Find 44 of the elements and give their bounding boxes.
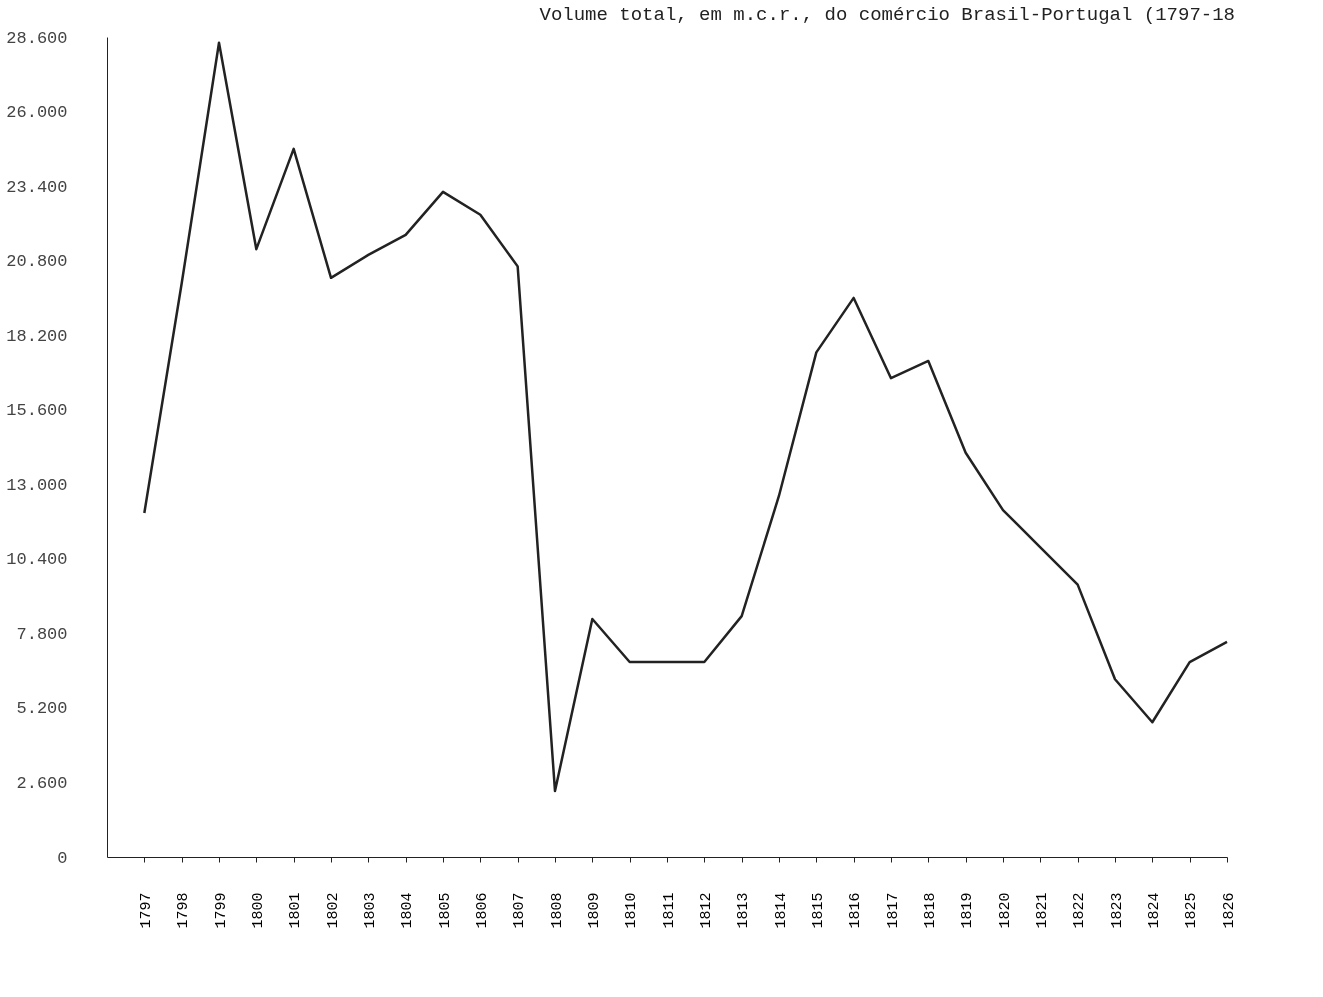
x-tick-label: 1814 xyxy=(772,892,790,929)
y-tick-label: 13.000 xyxy=(6,475,68,495)
x-tick-label: 1797 xyxy=(137,892,155,929)
x-tick-label: 1821 xyxy=(1033,892,1051,929)
x-tick-label: 1819 xyxy=(959,892,977,929)
x-tick-label: 1811 xyxy=(660,892,678,929)
x-tick-label: 1813 xyxy=(735,892,753,929)
x-tick-label: 1823 xyxy=(1108,892,1126,929)
line-series xyxy=(143,41,1229,793)
x-tick-label: 1801 xyxy=(287,892,305,929)
y-tick-label: 10.400 xyxy=(6,550,68,570)
x-tick-label: 1804 xyxy=(399,892,417,929)
x-tick-label: 1803 xyxy=(361,892,379,929)
x-tick-label: 1806 xyxy=(473,892,491,929)
x-tick-label: 1820 xyxy=(996,892,1014,929)
chart-title: Volume total, em m.c.r., do comércio Brasil-Portugal (1797-18 xyxy=(539,4,1235,26)
y-tick-label: 26.000 xyxy=(6,103,68,123)
x-tick-label: 1826 xyxy=(1220,892,1238,929)
x-tick-label: 1799 xyxy=(212,892,230,929)
x-tick-label: 1805 xyxy=(436,892,454,929)
y-tick-label: 23.400 xyxy=(6,177,68,197)
x-tick-label: 1809 xyxy=(585,892,603,929)
y-tick-label: 5.200 xyxy=(16,699,68,719)
x-tick-label: 1817 xyxy=(884,892,902,929)
x-tick-label: 1807 xyxy=(511,892,529,929)
y-tick-label: 18.200 xyxy=(6,326,68,346)
y-tick-label: 2.600 xyxy=(16,773,68,793)
y-tick-label: 7.800 xyxy=(16,624,68,644)
x-tick-label: 1818 xyxy=(921,892,939,929)
x-tick-label: 1808 xyxy=(548,892,566,929)
x-tick-label: 1822 xyxy=(1071,892,1089,929)
x-tick-label: 1812 xyxy=(697,892,715,929)
x-tick-label: 1815 xyxy=(809,892,827,929)
x-tick-label: 1810 xyxy=(623,892,641,929)
x-tick-label: 1824 xyxy=(1145,892,1163,929)
x-tick-label: 1798 xyxy=(175,892,193,929)
y-tick-label: 28.600 xyxy=(6,28,68,48)
x-tick-label: 1802 xyxy=(324,892,342,929)
x-tick-label: 1816 xyxy=(847,892,865,929)
y-tick-label: 15.600 xyxy=(6,401,68,421)
y-tick-label: 20.800 xyxy=(6,252,68,272)
y-tick-label: 0 xyxy=(57,848,68,868)
x-tick-label: 1800 xyxy=(249,892,267,929)
x-tick-label: 1825 xyxy=(1183,892,1201,929)
